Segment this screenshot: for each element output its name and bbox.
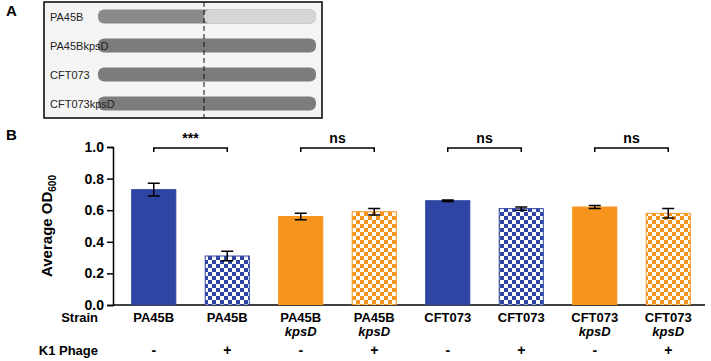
y-axis-title-subscript: 600 (47, 175, 58, 192)
bar (132, 190, 176, 305)
error-bar (221, 251, 233, 260)
category-label: CFT073 (424, 310, 471, 325)
error-bar (148, 183, 160, 196)
phage-label: - (445, 342, 450, 358)
category-label-line: PA45B (133, 310, 174, 325)
category-label-line: PA45B (280, 310, 321, 325)
error-bar (368, 209, 380, 215)
streak (98, 68, 316, 82)
tick-label: 1.0 (85, 139, 105, 155)
tick-mark (107, 305, 113, 307)
tick-label: 0.4 (85, 234, 105, 250)
category-label-line: CFT073 (498, 310, 545, 325)
category-label-line: kpsD (358, 324, 390, 339)
tick-mark (107, 242, 113, 244)
panel-label: A (6, 2, 17, 19)
bar (499, 209, 543, 305)
category-label-line: PA45B (207, 310, 248, 325)
category-label: CFT073kpsD (571, 310, 618, 339)
error-bar (442, 200, 454, 202)
category-label-line: kpsD (652, 324, 684, 339)
tick: 0.6 (85, 202, 113, 218)
significance-label: ns (329, 130, 346, 146)
category-label-line: kpsD (579, 324, 611, 339)
x-axis-title: Strain (61, 310, 98, 325)
category-label: PA45BkpsD (354, 310, 395, 339)
strain-label: PA45B (50, 11, 83, 23)
category-label: PA45BkpsD (280, 310, 321, 339)
category-label: PA45B (133, 310, 174, 325)
strain-label: PA45BkpsD (50, 40, 109, 52)
phage-label: + (664, 342, 672, 358)
phage-label: + (517, 342, 525, 358)
significance-bracket (448, 148, 522, 152)
strain-label: CFT073kpsD (50, 98, 115, 110)
phage-label: - (298, 342, 303, 358)
category-label-line: kpsD (285, 324, 317, 339)
error-bar (662, 209, 674, 218)
y-axis: 0.00.20.40.60.81.0 (85, 139, 114, 313)
y-axis-title: Average OD600 (38, 175, 58, 277)
error-bar (515, 207, 527, 210)
significance-label: *** (182, 130, 199, 146)
strain-label: CFT073 (50, 69, 90, 81)
tick-label: 0.6 (85, 202, 105, 218)
phage-label: + (370, 342, 378, 358)
significance-bracket (595, 148, 669, 152)
y-axis-title-text: Average OD (38, 192, 55, 277)
tick-mark (107, 210, 113, 212)
tick: 0.8 (85, 171, 113, 187)
category-label: PA45B (207, 310, 248, 325)
axis-line (107, 148, 114, 306)
tick: 1.0 (85, 139, 113, 155)
phage-label: - (592, 342, 597, 358)
category-label-line: CFT073 (424, 310, 471, 325)
phage-label: - (151, 342, 156, 358)
tick-mark (107, 147, 113, 149)
streak (98, 97, 316, 111)
streak-lysis (204, 10, 316, 24)
tick-mark (107, 178, 113, 180)
category-label-line: CFT073 (645, 310, 692, 325)
plot-area (132, 183, 691, 305)
significance-label: ns (623, 130, 640, 146)
bar (279, 217, 323, 305)
significance-bracket (301, 148, 375, 152)
bar (646, 213, 690, 305)
tick-label: 0.2 (85, 265, 105, 281)
panel-label: B (6, 126, 17, 143)
bar (352, 212, 396, 305)
bar (205, 256, 249, 305)
tick-mark (107, 273, 113, 275)
tick-label: 0.8 (85, 171, 105, 187)
bar (426, 201, 470, 305)
streak (98, 10, 316, 24)
plate-frame (44, 2, 322, 118)
significance-label: ns (476, 130, 493, 146)
significance-bracket (154, 148, 228, 152)
streak (98, 39, 316, 53)
error-bar (295, 213, 307, 219)
category-label: CFT073 (498, 310, 545, 325)
tick: 0.2 (85, 265, 113, 281)
panel-a: PA45B PA45BkpsD CFT073 CFT073kpsD (44, 2, 322, 118)
category-label: CFT073kpsD (645, 310, 692, 339)
tick: 0.4 (85, 234, 113, 250)
category-label-line: CFT073 (571, 310, 618, 325)
phage-label: + (223, 342, 231, 358)
phage-row-title: K1 Phage (39, 343, 98, 358)
figure: APA45BPA45BkpsDCFT073CFT073kpsDB0.00.20.… (0, 0, 711, 361)
category-label-line: PA45B (354, 310, 395, 325)
divider (204, 2, 205, 118)
error-bar (589, 205, 601, 208)
bar (573, 207, 617, 305)
